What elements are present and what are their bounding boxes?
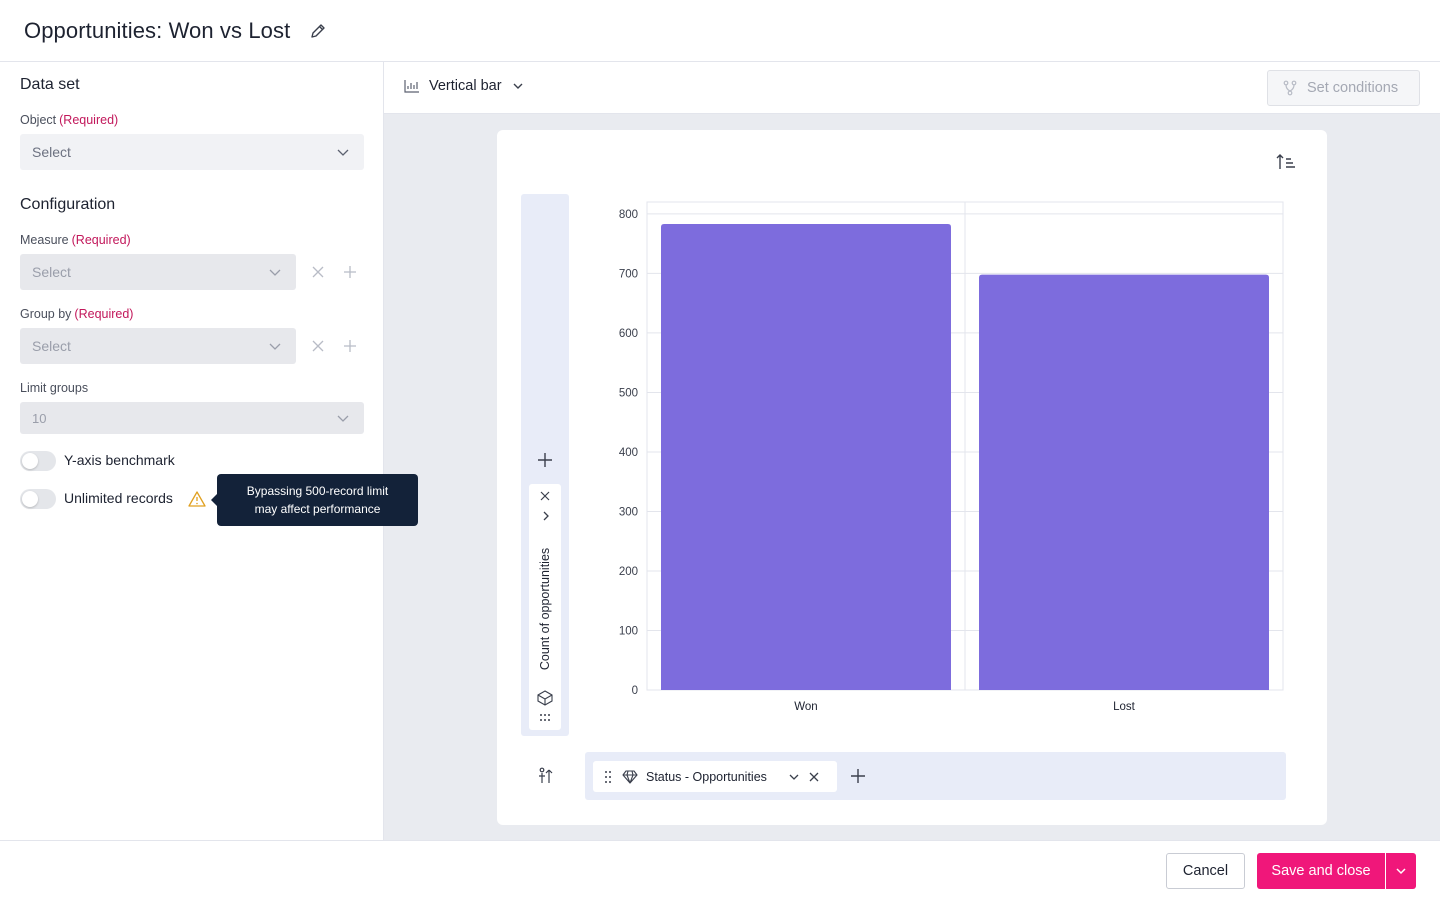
y-tick-label: 200 [619, 566, 638, 578]
measure-select[interactable]: Select [20, 254, 296, 290]
chevron-down-icon [337, 149, 349, 156]
chevron-down-icon [513, 83, 523, 89]
save-options-dropdown[interactable] [1386, 853, 1416, 889]
unlimited-records-label: Unlimited records [64, 490, 173, 506]
warning-icon[interactable] [188, 490, 206, 508]
x-axis-well: Status - Opportunities [585, 752, 1286, 800]
bar-chart-icon [404, 80, 419, 93]
close-icon[interactable] [809, 772, 819, 782]
chevron-down-icon [269, 343, 281, 350]
save-and-close-button[interactable]: Save and close [1257, 853, 1385, 889]
chart-area: Vertical bar Set conditions Count of opp… [384, 62, 1440, 840]
performance-tooltip: Bypassing 500-record limit may affect pe… [211, 474, 418, 526]
bar-lost [979, 274, 1269, 690]
limit-groups-label: Limit groups [20, 381, 89, 395]
set-conditions-button[interactable]: Set conditions [1267, 70, 1420, 106]
drag-handle-icon[interactable] [539, 713, 551, 723]
plus-icon[interactable] [850, 768, 866, 784]
x-axis-field-label: Status - Opportunities [646, 769, 767, 784]
configuration-title: Configuration [20, 196, 116, 213]
chevron-down-icon [337, 415, 349, 422]
y-tick-label: 400 [619, 447, 638, 459]
y-tick-label: 100 [619, 625, 638, 637]
required-marker: (Required) [59, 113, 119, 127]
y-tick-label: 700 [619, 268, 638, 280]
y-axis-field-pill[interactable]: Count of opportunities [529, 484, 561, 730]
y-axis-well: Count of opportunities [521, 194, 569, 736]
chevron-down-icon [1396, 868, 1406, 875]
benchmark-toggle[interactable] [20, 451, 56, 471]
y-axis-field-label: Count of opportunities [538, 547, 552, 671]
dataset-title: Data set [20, 76, 80, 93]
x-axis-field-pill[interactable]: Status - Opportunities [593, 761, 837, 792]
chart-card: Count of opportunities 0 100 200 300 400 500 6… [497, 130, 1327, 825]
chevron-down-icon [269, 269, 281, 276]
config-panel: Data set Object (Required) Select Configu… [0, 62, 384, 840]
plus-icon[interactable] [537, 452, 553, 468]
close-icon[interactable] [540, 491, 550, 501]
footer: Cancel Save and close [0, 840, 1440, 900]
chart-type-dropdown[interactable]: Vertical bar [403, 78, 524, 94]
limit-groups-select[interactable]: 10 [20, 402, 364, 434]
unlimited-records-toggle[interactable] [20, 489, 56, 509]
pencil-icon[interactable] [308, 21, 328, 41]
object-select[interactable]: Select [20, 134, 364, 170]
page-header: Opportunities: Won vs Lost [0, 0, 1440, 62]
y-tick-label: 600 [619, 328, 638, 340]
x-tick-label: Lost [1113, 701, 1136, 713]
chevron-down-icon[interactable] [788, 771, 800, 783]
y-tick-label: 800 [619, 209, 638, 221]
axis-swap-icon[interactable] [537, 767, 555, 785]
groupby-label: Group by (Required) [20, 307, 134, 321]
y-tick-label: 0 [632, 685, 638, 697]
x-tick-label: Won [794, 701, 817, 713]
chevron-right-icon[interactable] [541, 510, 551, 522]
bar-chart: 0 100 200 300 400 500 600 700 800 Won Lost [619, 201, 1284, 713]
measure-label: Measure (Required) [20, 233, 131, 247]
page-title: Opportunities: Won vs Lost [24, 17, 291, 43]
cube-icon [537, 690, 553, 706]
y-tick-label: 500 [619, 387, 638, 399]
plus-icon[interactable] [342, 338, 358, 354]
branch-icon [1283, 80, 1297, 96]
chart-toolbar: Vertical bar Set conditions [384, 62, 1440, 114]
required-marker: (Required) [74, 307, 134, 321]
gem-icon [622, 769, 638, 784]
plus-icon[interactable] [342, 264, 358, 280]
benchmark-label: Y-axis benchmark [64, 452, 175, 468]
close-icon[interactable] [310, 264, 326, 280]
drag-handle-icon[interactable] [604, 770, 612, 784]
groupby-select[interactable]: Select [20, 328, 296, 364]
required-marker: (Required) [71, 233, 131, 247]
close-icon[interactable] [310, 338, 326, 354]
sort-icon[interactable] [1275, 152, 1297, 172]
bar-won [661, 224, 951, 690]
object-label: Object (Required) [20, 113, 119, 127]
y-tick-label: 300 [619, 506, 638, 518]
cancel-button[interactable]: Cancel [1166, 853, 1245, 889]
